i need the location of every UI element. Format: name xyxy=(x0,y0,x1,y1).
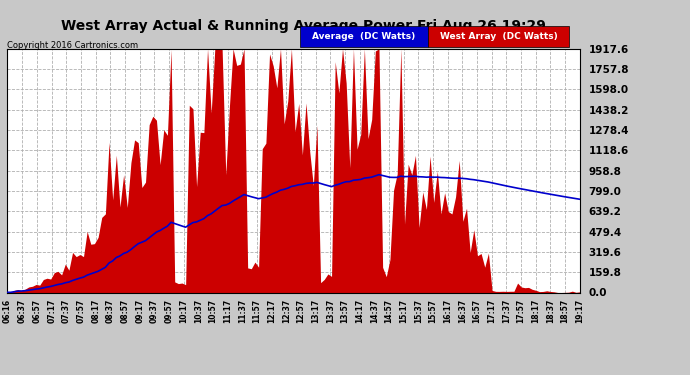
Text: Average  (DC Watts): Average (DC Watts) xyxy=(313,32,415,41)
Text: Copyright 2016 Cartronics.com: Copyright 2016 Cartronics.com xyxy=(7,41,138,50)
Text: West Array  (DC Watts): West Array (DC Watts) xyxy=(440,32,558,41)
Text: West Array Actual & Running Average Power Fri Aug 26 19:29: West Array Actual & Running Average Powe… xyxy=(61,19,546,33)
